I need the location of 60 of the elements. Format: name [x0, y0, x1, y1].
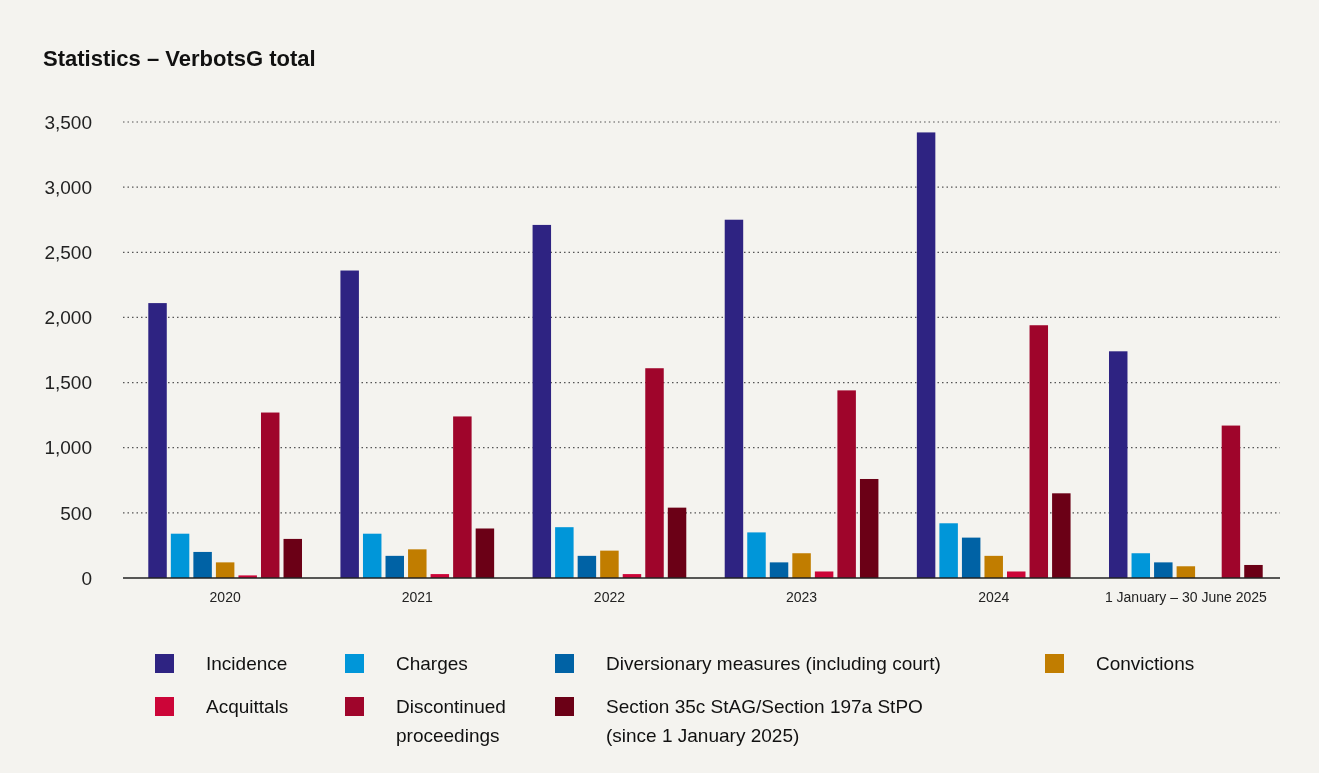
y-tick-label: 500: [60, 502, 92, 524]
bar: [215, 562, 235, 578]
x-tick-label: 2021: [401, 589, 434, 605]
bar: [1176, 566, 1196, 578]
legend-label: Convictions: [1096, 652, 1195, 674]
x-tick-label: 2023: [785, 589, 818, 605]
bar: [340, 270, 359, 578]
bar: [577, 555, 597, 578]
y-tick-label: 2,500: [44, 241, 92, 263]
bar: [916, 132, 936, 578]
bar: [1052, 493, 1071, 578]
bar: [600, 550, 619, 578]
bar: [837, 390, 856, 578]
bar: [645, 368, 664, 578]
bar: [1007, 571, 1026, 578]
bar: [148, 303, 167, 578]
bar: [984, 555, 1003, 578]
bar: [814, 571, 834, 578]
x-tick-label: 1 January – 30 June 2025: [1104, 589, 1268, 605]
bar: [1131, 553, 1151, 578]
legend-label: Acquittals: [206, 695, 289, 717]
legend-label: Diversionary measures (including court): [606, 652, 941, 674]
bar: [961, 537, 981, 578]
bar: [362, 533, 382, 578]
bar: [1029, 325, 1049, 578]
bar: [532, 224, 552, 578]
bar: [283, 538, 302, 578]
bar: [939, 523, 958, 578]
y-tick-label: 1,500: [44, 372, 92, 394]
bar: [193, 551, 212, 578]
bar: [475, 528, 495, 578]
x-tick-label: 2024: [978, 589, 1010, 605]
x-tick-label: 2022: [593, 589, 626, 605]
y-tick-label: 3,000: [44, 176, 92, 198]
bar: [1154, 562, 1173, 578]
y-tick-label: 0: [81, 567, 92, 589]
legend-label: Charges: [396, 652, 468, 674]
bar: [1221, 425, 1241, 578]
legend-label: Discontinued proceedings: [396, 695, 506, 746]
bar: [724, 219, 744, 578]
bar: [792, 553, 811, 578]
legend-label: Section 35c StAG/Section 197a StPO (since 1 January 2025): [606, 695, 923, 746]
bar: [667, 507, 687, 578]
bar: [747, 532, 766, 578]
bar: [408, 549, 427, 578]
y-tick-label: 2,000: [44, 307, 92, 329]
legend-label: Incidence: [206, 652, 288, 674]
bar: [1244, 564, 1263, 578]
bar: [859, 478, 879, 578]
bar: [555, 527, 574, 578]
chart-title: Statistics – VerbotsG total: [43, 46, 316, 71]
bar: [170, 533, 190, 578]
bar: [1108, 351, 1128, 578]
bar: [453, 416, 472, 578]
x-tick-label: 2020: [209, 589, 241, 605]
y-tick-label: 3,500: [44, 111, 92, 133]
bar: [385, 555, 404, 578]
y-tick-label: 1,000: [44, 437, 92, 459]
bar: [769, 562, 789, 578]
bar: [260, 412, 280, 578]
